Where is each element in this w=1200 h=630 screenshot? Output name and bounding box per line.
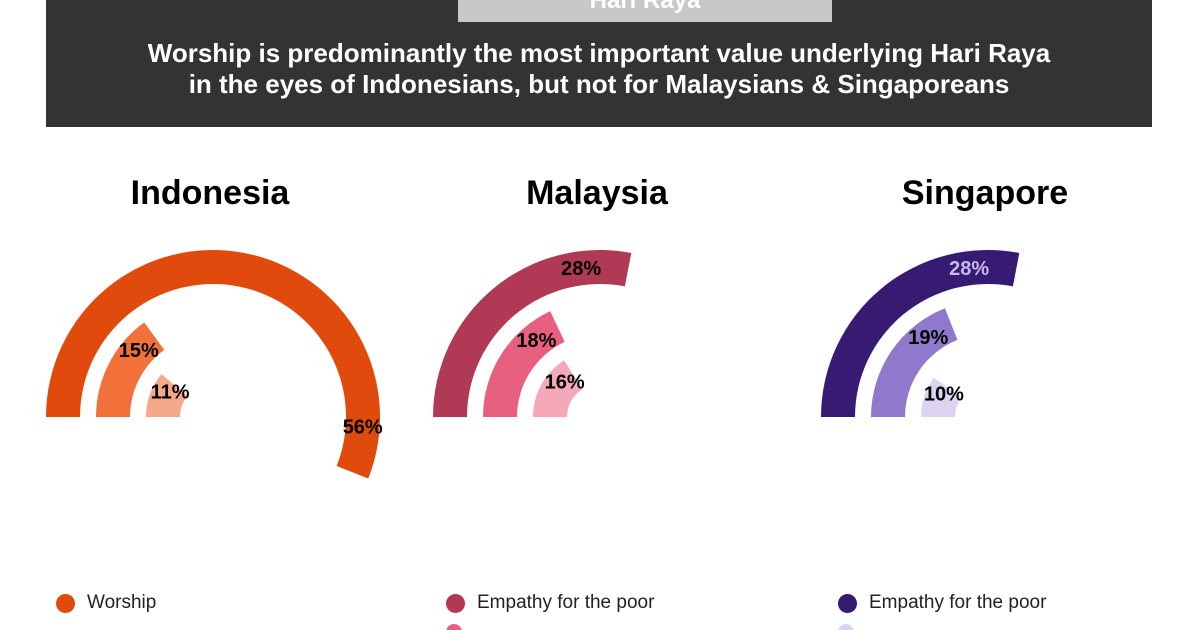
legend-marker (838, 593, 857, 613)
radial-bar-1 (433, 250, 632, 417)
legend-item-empathy-malaysia: Empathy for the poor (446, 590, 654, 616)
chart-title: Indonesia (130, 174, 290, 212)
legend-marker-cut-off (446, 624, 462, 630)
data-label: 16% (545, 372, 585, 394)
chart-title: Malaysia (526, 174, 668, 212)
chart-title: Singapore (901, 174, 1069, 212)
data-label: 56% (343, 416, 383, 438)
legend-marker-cut-off (838, 624, 854, 630)
legend-marker (56, 593, 75, 613)
radial-bar-3 (146, 374, 188, 417)
radial-bar-2 (871, 308, 958, 417)
radial-bar-3 (533, 360, 583, 417)
section-tag: Hari Raya (458, 0, 832, 22)
data-label: 19% (908, 327, 948, 349)
data-label: 11% (151, 381, 190, 403)
radial-bar-2 (483, 311, 565, 417)
header-banner: Hari Raya Worship is predominantly the m… (46, 0, 1152, 127)
radial-bar-1 (821, 250, 1020, 417)
radial-bar-2 (96, 322, 165, 417)
page-title: Worship is predominantly the most import… (46, 38, 1152, 100)
title-line-2: in the eyes of Indonesians, but not for … (188, 69, 1010, 99)
legend-label: Empathy for the poor (869, 592, 1047, 613)
legend-label: Empathy for the poor (477, 592, 655, 613)
radial-chart: 28% 18% 16% (433, 250, 632, 417)
radial-bar-1 (46, 250, 380, 479)
legend-marker (446, 593, 465, 613)
radial-chart: 28% 19% 10% (821, 250, 1020, 417)
legend-item-worship: Worship (56, 590, 156, 616)
radial-chart: 56% 15% 11% (46, 250, 383, 479)
chart-singapore: Singapore 28% 19% 10% (790, 160, 1180, 630)
data-label: 10% (924, 383, 964, 405)
legend-item-empathy-singapore: Empathy for the poor (838, 590, 1046, 616)
title-line-1: Worship is predominantly the most import… (147, 38, 1051, 68)
data-label: 15% (119, 340, 159, 362)
radial-bar-3 (921, 377, 962, 417)
data-label: 28% (561, 258, 601, 280)
data-label: 28% (949, 258, 989, 280)
legend-label: Worship (87, 592, 157, 613)
chart-malaysia: Malaysia 28% 18% 16% (402, 160, 792, 630)
data-label: 18% (516, 330, 556, 352)
chart-indonesia: Indonesia 56% 15% 11% (15, 160, 405, 630)
